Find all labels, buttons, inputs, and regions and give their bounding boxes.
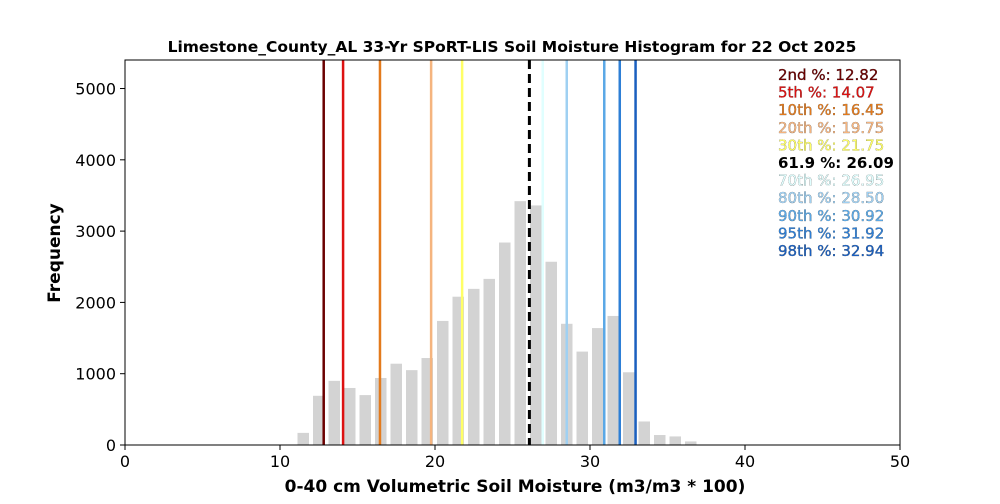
histogram-bar: [592, 328, 604, 445]
legend-entry: 2nd %: 12.82: [778, 66, 878, 84]
y-tick-label: 1000: [75, 365, 116, 384]
y-tick-label: 4000: [75, 151, 116, 170]
histogram-bar: [437, 320, 449, 445]
x-tick-label: 40: [735, 452, 755, 471]
x-tick-label: 0: [120, 452, 130, 471]
axes-frame: [124, 59, 901, 446]
legend-entry: 10th %: 16.45: [778, 101, 884, 119]
histogram-bar: [421, 358, 433, 445]
legend-entry: 30th %: 21.75: [778, 136, 884, 154]
plot-area: 0 10 20 30 40 50 0 1000 2000 3000 4000 5000: [75, 59, 910, 471]
histogram-bar: [669, 436, 681, 445]
x-tick-label: 10: [270, 452, 290, 471]
histogram-bar: [390, 363, 402, 445]
legend-entry: 20th %: 19.75: [778, 119, 884, 137]
histogram-bar: [297, 432, 309, 445]
histogram-bar: [654, 435, 666, 445]
histogram-bar: [328, 380, 340, 445]
histogram-bar: [468, 288, 480, 445]
histogram-bar: [514, 201, 526, 445]
x-tick-label: 30: [580, 452, 600, 471]
histogram-bar: [576, 351, 588, 445]
x-tick-label: 20: [425, 452, 445, 471]
histogram-bar: [685, 441, 697, 445]
histogram-bar: [313, 395, 325, 445]
histogram-bar: [499, 242, 511, 445]
histogram-bar: [623, 372, 635, 445]
histogram-bar: [483, 278, 495, 445]
histogram-bar: [545, 261, 557, 445]
x-tick-label: 50: [890, 452, 910, 471]
legend-entry: 5th %: 14.07: [778, 84, 875, 102]
y-tick-label: 3000: [75, 222, 116, 241]
histogram-bar: [452, 296, 464, 445]
histogram-bar: [638, 421, 650, 445]
histogram-bar: [344, 387, 356, 445]
histogram-bar: [406, 370, 418, 445]
histogram-bar: [359, 395, 371, 445]
legend-entry: 95th %: 31.92: [778, 224, 884, 242]
histogram-bar: [607, 315, 619, 445]
y-tick-label: 5000: [75, 80, 116, 99]
histogram-bar: [530, 205, 542, 445]
legend-entry: 98th %: 32.94: [778, 242, 884, 260]
legend-entry: 80th %: 28.50: [778, 189, 884, 207]
legend-entry: 61.9 %: 26.09: [778, 154, 894, 172]
x-axis-label: 0-40 cm Volumetric Soil Moisture (m3/m3 …: [285, 477, 746, 497]
y-tick-label: 0: [106, 436, 116, 455]
y-tick-label: 2000: [75, 293, 116, 312]
chart-title: Limestone_County_AL 33-Yr SPoRT-LIS Soil…: [168, 38, 857, 56]
legend-entry: 70th %: 26.95: [778, 172, 884, 190]
y-axis-label: Frequency: [45, 203, 65, 303]
legend-entry: 90th %: 30.92: [778, 207, 884, 225]
